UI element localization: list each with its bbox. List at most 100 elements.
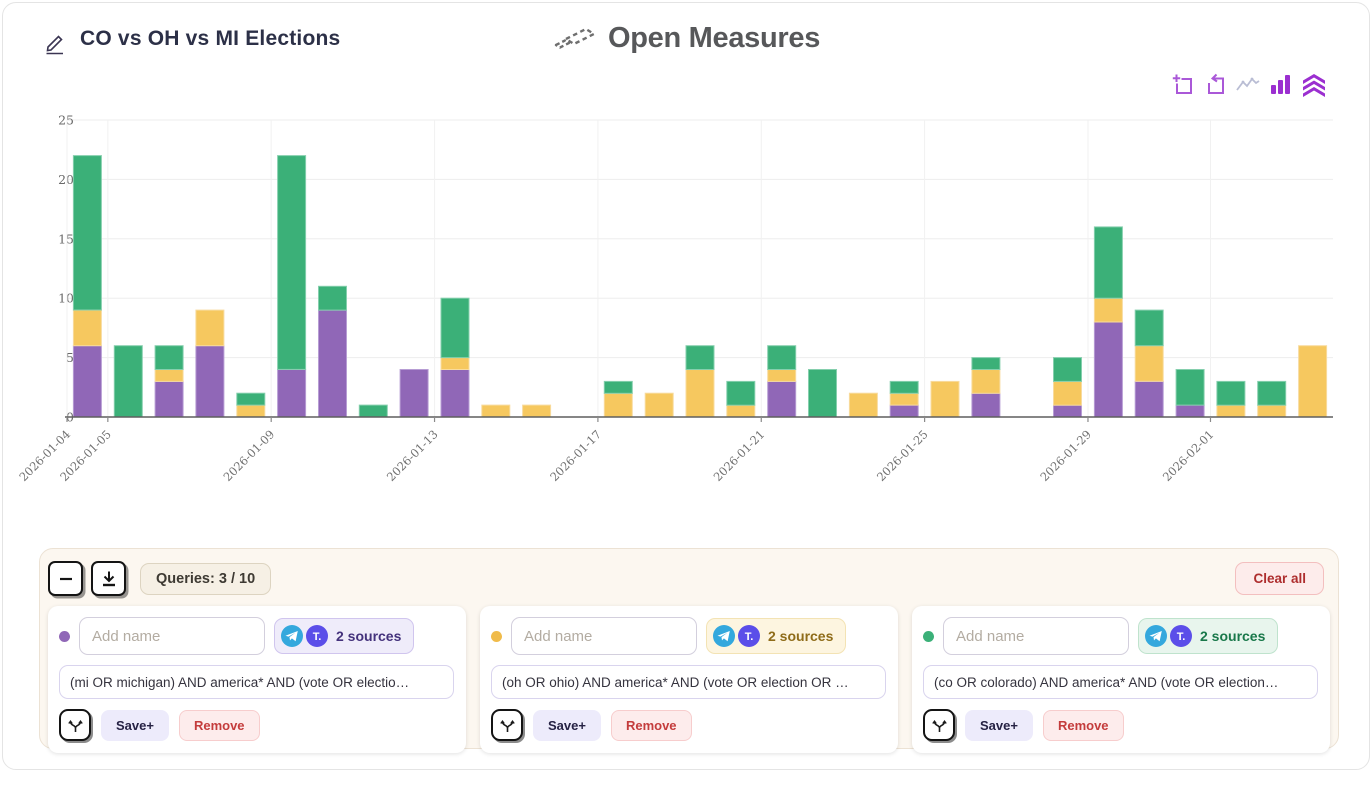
query-text-input[interactable]: (co OR colorado) AND america* AND (vote … (923, 665, 1318, 699)
bar-segment-oh-ohio-query[interactable] (889, 392, 919, 406)
bar-segment-oh-ohio-query[interactable] (1134, 345, 1164, 382)
bar-segment-mi-michigan-query[interactable] (277, 369, 307, 418)
bar-segment-mi-michigan-query[interactable] (1134, 380, 1164, 418)
bar-segment-mi-michigan-query[interactable] (72, 345, 102, 418)
bar-segment-co-colorado-query[interactable] (1216, 380, 1246, 406)
split-branch-icon (67, 719, 83, 732)
box-zoom-icon[interactable] (1171, 73, 1195, 97)
clear-all-button[interactable]: Clear all (1235, 562, 1324, 595)
bar-segment-oh-ohio-query[interactable] (72, 309, 102, 347)
bar-segment-mi-michigan-query[interactable] (440, 369, 470, 418)
bar-segment-oh-ohio-query[interactable] (726, 404, 756, 418)
bar-segment-co-colorado-query[interactable] (685, 345, 715, 370)
bar-segment-oh-ohio-query[interactable] (644, 392, 674, 418)
save-query-button[interactable]: Save+ (533, 709, 601, 741)
bar-segment-mi-michigan-query[interactable] (971, 392, 1001, 418)
bar-segment-oh-ohio-query[interactable] (522, 404, 552, 418)
bar-segment-mi-michigan-query[interactable] (399, 369, 429, 418)
query-color-dot (491, 630, 502, 642)
bar-segment-co-colorado-query[interactable] (1257, 380, 1287, 406)
page-title: CO vs OH vs MI Elections (80, 27, 341, 50)
bar-segment-co-colorado-query[interactable] (726, 380, 756, 406)
bar-segment-oh-ohio-query[interactable] (440, 357, 470, 371)
bar-segment-oh-ohio-query[interactable] (1053, 380, 1082, 406)
bar-segment-mi-michigan-query[interactable] (195, 345, 225, 418)
bar-segment-oh-ohio-query[interactable] (1216, 404, 1246, 418)
svg-text:T.: T. (1177, 631, 1186, 643)
bar-segment-mi-michigan-query[interactable] (767, 380, 797, 418)
query-text-input[interactable]: (mi OR michigan) AND america* AND (vote … (59, 665, 454, 699)
bar-segment-co-colorado-query[interactable] (72, 155, 102, 311)
bar-segment-co-colorado-query[interactable] (1134, 309, 1164, 347)
save-query-button[interactable]: Save+ (101, 709, 169, 741)
bar-segment-oh-ohio-query[interactable] (685, 369, 715, 418)
bar-segment-co-colorado-query[interactable] (1175, 369, 1205, 406)
bar-segment-oh-ohio-query[interactable] (154, 369, 184, 382)
chart-toolbar (1171, 72, 1327, 98)
bar-chart-icon[interactable] (1269, 73, 1293, 97)
bar-segment-oh-ohio-query[interactable] (195, 309, 225, 347)
query-card-header: T. 2 sources (923, 617, 1318, 655)
open-measures-logo: Open Measures (552, 18, 820, 58)
minus-icon (59, 577, 72, 580)
zoom-reset-icon[interactable] (1203, 73, 1227, 97)
bar-segment-oh-ohio-query[interactable] (1093, 297, 1123, 323)
bar-segment-co-colorado-query[interactable] (1053, 357, 1082, 382)
remove-query-button[interactable]: Remove (1042, 709, 1124, 741)
split-branch-icon (499, 719, 515, 732)
bar-segment-oh-ohio-query[interactable] (767, 369, 797, 382)
bar-segment-co-colorado-query[interactable] (277, 155, 307, 370)
fork-query-button[interactable] (491, 709, 523, 741)
fork-query-button[interactable] (59, 709, 91, 741)
sources-badge[interactable]: T. 2 sources (274, 618, 415, 654)
bar-segment-co-colorado-query[interactable] (889, 380, 919, 394)
bar-segment-oh-ohio-query[interactable] (236, 404, 266, 418)
bar-segment-co-colorado-query[interactable] (318, 285, 347, 311)
bar-segment-oh-ohio-query[interactable] (930, 380, 960, 418)
bar-segment-co-colorado-query[interactable] (971, 357, 1001, 371)
query-name-input[interactable] (943, 617, 1129, 655)
bar-segment-co-colorado-query[interactable] (1093, 226, 1123, 299)
query-name-input[interactable] (511, 617, 697, 655)
query-color-dot (923, 630, 934, 642)
bar-segment-oh-ohio-query[interactable] (481, 404, 511, 418)
remove-query-button[interactable]: Remove (178, 709, 260, 741)
sources-badge[interactable]: T. 2 sources (1138, 618, 1279, 654)
bar-segment-oh-ohio-query[interactable] (971, 369, 1001, 394)
collapse-panel-button[interactable] (48, 561, 83, 596)
bar-segment-co-colorado-query[interactable] (154, 345, 184, 370)
bar-segment-oh-ohio-query[interactable] (603, 392, 633, 418)
x-axis-tick-label: 2026-01-25 (874, 427, 931, 484)
pencil-edit-icon[interactable] (43, 30, 67, 56)
bar-segment-mi-michigan-query[interactable] (889, 404, 919, 418)
bar-segment-co-colorado-query[interactable] (440, 297, 470, 359)
fork-query-button[interactable] (923, 709, 955, 741)
bar-segment-mi-michigan-query[interactable] (1053, 404, 1082, 418)
sources-count-label: 2 sources (768, 628, 834, 644)
bar-segment-oh-ohio-query[interactable] (1298, 345, 1328, 418)
bar-segment-co-colorado-query[interactable] (236, 392, 266, 406)
bar-segment-co-colorado-query[interactable] (113, 345, 143, 418)
download-button[interactable] (91, 561, 126, 596)
bar-segment-mi-michigan-query[interactable] (318, 309, 347, 418)
bar-segment-mi-michigan-query[interactable] (1093, 321, 1123, 418)
sources-badge[interactable]: T. 2 sources (706, 618, 847, 654)
query-name-input[interactable] (79, 617, 265, 655)
bar-segment-mi-michigan-query[interactable] (1175, 404, 1205, 418)
remove-query-button[interactable]: Remove (610, 709, 692, 741)
line-chart-icon[interactable] (1235, 73, 1261, 97)
svg-text:T.: T. (745, 631, 754, 643)
bar-segment-co-colorado-query[interactable] (358, 404, 388, 418)
save-query-button[interactable]: Save+ (965, 709, 1033, 741)
bar-segment-oh-ohio-query[interactable] (1257, 404, 1287, 418)
open-measures-logo-icon (554, 27, 596, 49)
bar-segment-mi-michigan-query[interactable] (154, 380, 184, 418)
bar-segment-co-colorado-query[interactable] (808, 369, 837, 418)
stacked-bars-icon[interactable] (1301, 72, 1327, 98)
bar-segment-co-colorado-query[interactable] (603, 380, 633, 394)
sources-count-label: 2 sources (1200, 628, 1266, 644)
bar-segment-oh-ohio-query[interactable] (848, 392, 878, 418)
bar-segment-co-colorado-query[interactable] (767, 345, 797, 370)
query-text-input[interactable]: (oh OR ohio) AND america* AND (vote OR e… (491, 665, 886, 699)
